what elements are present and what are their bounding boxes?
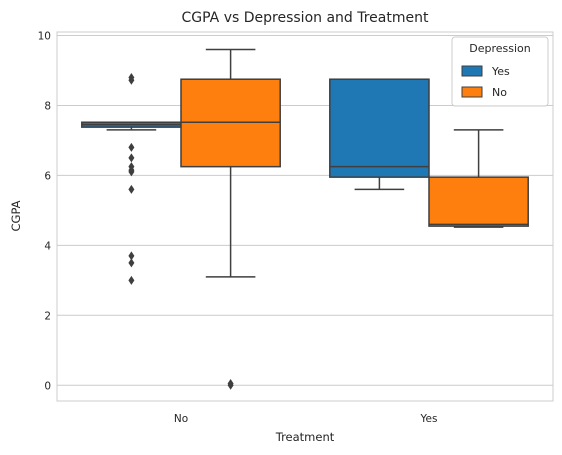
box-series (81, 48, 529, 390)
outlier-depression-yes-treatment-no-6 (128, 167, 135, 177)
legend-swatch-no (461, 86, 483, 98)
legend-label-no: No (492, 86, 507, 99)
outlier-depression-yes-treatment-no-9 (128, 258, 135, 268)
outlier-depression-no-treatment-no-1 (227, 379, 234, 389)
x-tick-no: No (174, 413, 188, 425)
y-tick-0: 0 (44, 380, 51, 392)
legend-label-yes: Yes (491, 65, 510, 78)
x-tick-yes: Yes (420, 413, 438, 425)
y-tick-8: 8 (44, 100, 51, 112)
y-tick-6: 6 (44, 170, 51, 182)
outlier-depression-yes-treatment-no-10 (128, 275, 135, 285)
outlier-depression-yes-treatment-no-1 (128, 75, 135, 85)
outlier-depression-yes-treatment-no-3 (128, 153, 135, 163)
outlier-depression-yes-treatment-no-7 (128, 184, 135, 194)
legend-swatch-yes (461, 65, 483, 77)
y-tick-4: 4 (44, 240, 51, 252)
chart-title: CGPA vs Depression and Treatment (182, 10, 429, 26)
box-depression-no-treatment-yes (428, 176, 529, 227)
y-tick-10: 10 (38, 30, 51, 42)
x-tick-labels: No Yes (174, 413, 438, 425)
legend-title: Depression (469, 42, 531, 55)
box-depression-yes-treatment-yes (329, 78, 430, 178)
y-axis-label: CGPA (9, 200, 23, 231)
grid-lines (57, 34, 553, 386)
outlier-depression-yes-treatment-no-8 (128, 251, 135, 261)
outlier-depression-yes-treatment-no-2 (128, 142, 135, 152)
y-tick-2: 2 (44, 310, 51, 322)
legend: Depression Yes No (451, 36, 549, 107)
x-axis-label: Treatment (275, 430, 335, 444)
y-tick-labels: 0 2 4 6 8 10 (38, 30, 52, 392)
